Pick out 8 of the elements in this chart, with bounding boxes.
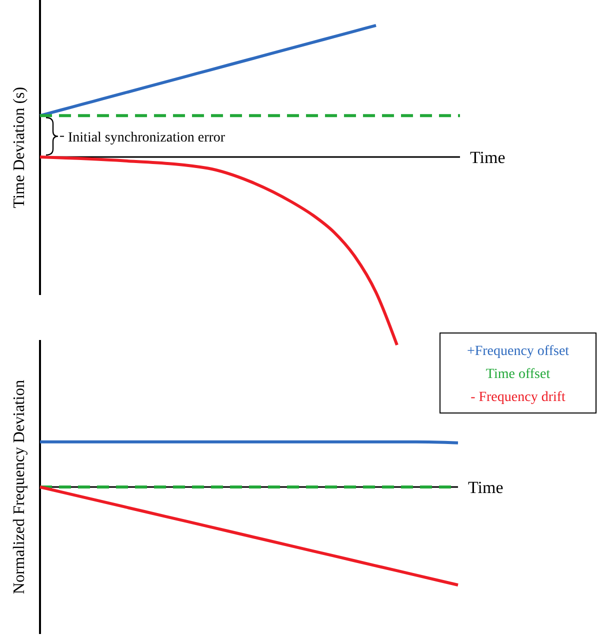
y-axis-title: Time Deviation (s) bbox=[11, 86, 28, 208]
y-axis-title: Normalized Frequency Deviation bbox=[11, 380, 28, 594]
x-axis-title: Time bbox=[468, 478, 504, 497]
text: - Frequency drift bbox=[470, 390, 566, 405]
text: Time offset bbox=[486, 367, 550, 382]
annotation: Initial synchronization error bbox=[68, 130, 226, 146]
x-axis-title: Time bbox=[470, 148, 506, 167]
text: +Frequency offset bbox=[466, 344, 570, 359]
